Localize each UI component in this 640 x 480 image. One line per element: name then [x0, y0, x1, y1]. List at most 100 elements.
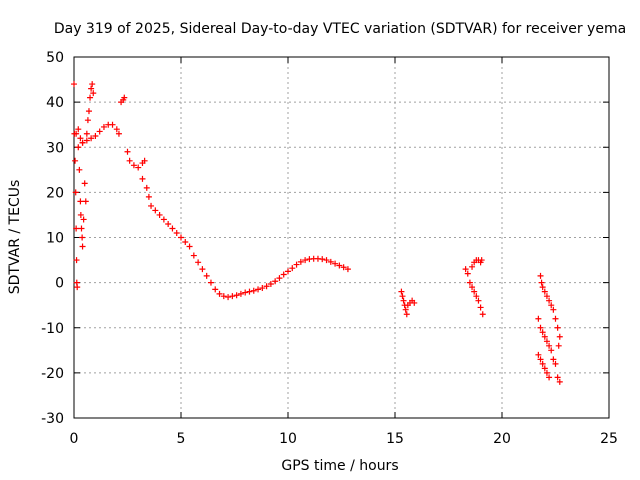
data-point [130, 162, 137, 169]
x-tick-label: 15 [386, 431, 404, 447]
data-point [77, 135, 84, 142]
data-point [546, 297, 553, 304]
data-point [82, 198, 89, 205]
y-axis-label: SDTVAR / TECUs [7, 180, 23, 295]
data-point [543, 293, 550, 300]
data-point [229, 293, 236, 300]
data-point [539, 329, 546, 336]
y-tick-label: 0 [55, 276, 64, 292]
data-point [327, 258, 334, 265]
data-point [100, 123, 107, 130]
data-point [216, 290, 223, 297]
data-point [199, 266, 206, 273]
data-point [289, 265, 296, 272]
data-point [78, 225, 85, 232]
data-point [543, 338, 550, 345]
data-point [246, 288, 253, 295]
data-point [92, 132, 99, 139]
data-point [160, 216, 167, 223]
data-point [469, 263, 476, 270]
x-tick-label: 10 [279, 431, 297, 447]
data-point [477, 304, 484, 311]
data-point [550, 356, 557, 363]
data-point [293, 261, 300, 268]
data-point [139, 175, 146, 182]
data-point [207, 279, 214, 286]
data-point [473, 293, 480, 300]
data-point [203, 272, 210, 279]
data-point [109, 121, 116, 128]
data-point [148, 202, 155, 209]
data-point [402, 306, 409, 313]
data-point [173, 229, 180, 236]
data-point [541, 365, 548, 372]
data-point [186, 243, 193, 250]
data-point [478, 257, 485, 264]
x-tick-label: 20 [493, 431, 511, 447]
series [535, 272, 563, 385]
data-point [263, 283, 270, 290]
data-point [145, 193, 152, 200]
data-point [297, 258, 304, 265]
data-point [90, 90, 97, 97]
data-point [135, 164, 142, 171]
y-tick-label: 50 [46, 50, 64, 66]
data-point [538, 279, 545, 286]
x-tick-label: 5 [177, 431, 186, 447]
data-point [73, 257, 80, 264]
series [398, 288, 418, 318]
data-point [75, 126, 82, 133]
data-point [276, 275, 283, 282]
data-point [126, 157, 133, 164]
data-point [152, 207, 159, 214]
data-point [178, 234, 184, 241]
data-point [121, 94, 128, 101]
data-point [87, 94, 94, 101]
data-point [555, 342, 562, 349]
y-tick-label: -10 [41, 321, 64, 337]
data-point [79, 234, 86, 241]
data-point [124, 148, 131, 155]
data-point [302, 257, 309, 264]
data-point [548, 302, 555, 309]
data-point [255, 286, 262, 293]
data-point [77, 198, 84, 205]
data-point [220, 293, 227, 300]
data-point [259, 285, 266, 292]
data-point [535, 315, 542, 322]
data-point [556, 378, 563, 385]
data-point [537, 356, 544, 363]
data-point [88, 135, 95, 142]
data-point [72, 157, 79, 164]
data-point [336, 262, 343, 269]
data-point [212, 286, 219, 293]
data-point [182, 239, 189, 246]
data-point [285, 268, 291, 275]
data-point [464, 270, 471, 277]
data-point [546, 342, 553, 349]
data-point [403, 311, 410, 318]
data-point [85, 108, 92, 115]
data-points [71, 81, 563, 385]
data-point [272, 278, 279, 285]
data-point [554, 324, 561, 331]
data-point [143, 184, 150, 191]
y-tick-label: 30 [46, 140, 64, 156]
data-point [233, 292, 240, 299]
data-point [319, 256, 326, 263]
data-point [556, 333, 563, 340]
data-point [195, 259, 202, 266]
y-axis: -30 -20 -10 0 10 20 30 40 50 [41, 50, 609, 427]
data-point [165, 220, 172, 227]
grid [74, 57, 609, 418]
data-point [550, 306, 557, 313]
series [79, 94, 351, 301]
data-point [141, 157, 148, 164]
chart-title: Day 319 of 2025, Sidereal Day-to-day VTE… [54, 21, 626, 37]
data-point [84, 117, 91, 124]
data-point [80, 216, 87, 223]
data-point [83, 137, 90, 144]
data-point [399, 293, 406, 300]
data-point [74, 284, 81, 291]
data-point [537, 324, 544, 331]
